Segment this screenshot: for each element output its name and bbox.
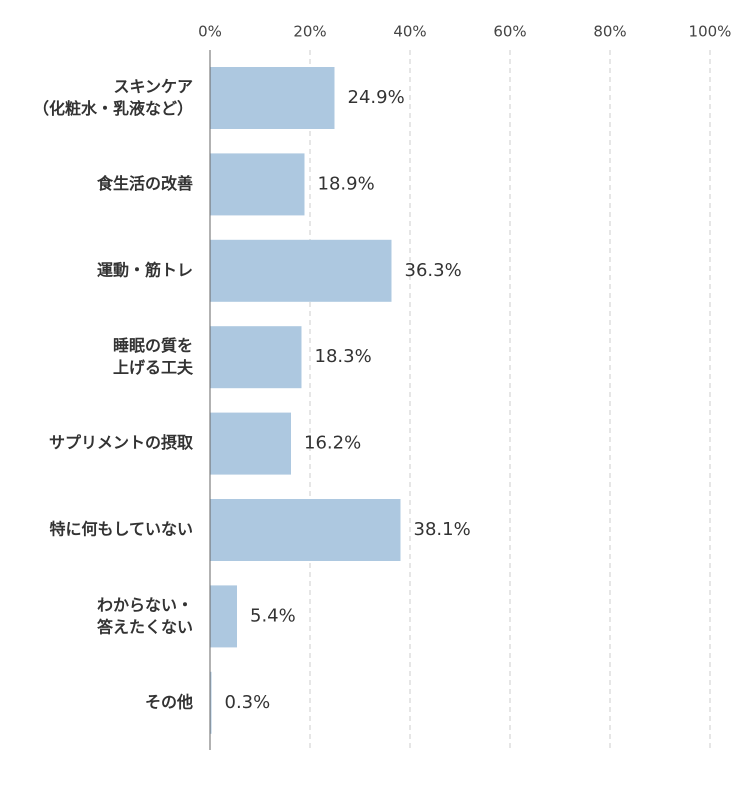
category-label: 睡眠の質を上げる工夫 — [113, 336, 194, 377]
value-label: 24.9% — [348, 87, 405, 108]
category-label: わからない・答えたくない — [97, 595, 193, 636]
category-label: 食生活の改善 — [96, 174, 193, 193]
value-label: 18.3% — [315, 346, 372, 367]
bar — [210, 412, 291, 475]
bar — [210, 239, 392, 302]
category-label: 特に何もしていない — [49, 520, 193, 539]
bar — [210, 585, 237, 648]
x-tick-label: 100% — [689, 23, 732, 41]
bar — [210, 326, 302, 389]
value-label: 5.4% — [250, 605, 296, 626]
bar — [210, 153, 305, 216]
bar — [210, 671, 212, 734]
category-label: スキンケア（化粧水・乳液など） — [33, 77, 193, 118]
value-label: 16.2% — [304, 433, 361, 454]
category-label: 運動・筋トレ — [97, 260, 193, 279]
category-label: サプリメントの摂取 — [49, 433, 193, 452]
bar — [210, 499, 401, 561]
x-tick-label: 0% — [198, 23, 222, 41]
value-label: 0.3% — [225, 692, 271, 713]
value-label: 36.3% — [405, 260, 462, 281]
value-label: 18.9% — [318, 173, 375, 194]
x-tick-label: 60% — [493, 23, 526, 41]
category-label: その他 — [145, 692, 193, 711]
value-label: 38.1% — [414, 519, 471, 540]
x-tick-label: 40% — [393, 23, 426, 41]
x-tick-label: 80% — [593, 23, 626, 41]
bar — [210, 67, 335, 129]
x-tick-label: 20% — [293, 23, 326, 41]
